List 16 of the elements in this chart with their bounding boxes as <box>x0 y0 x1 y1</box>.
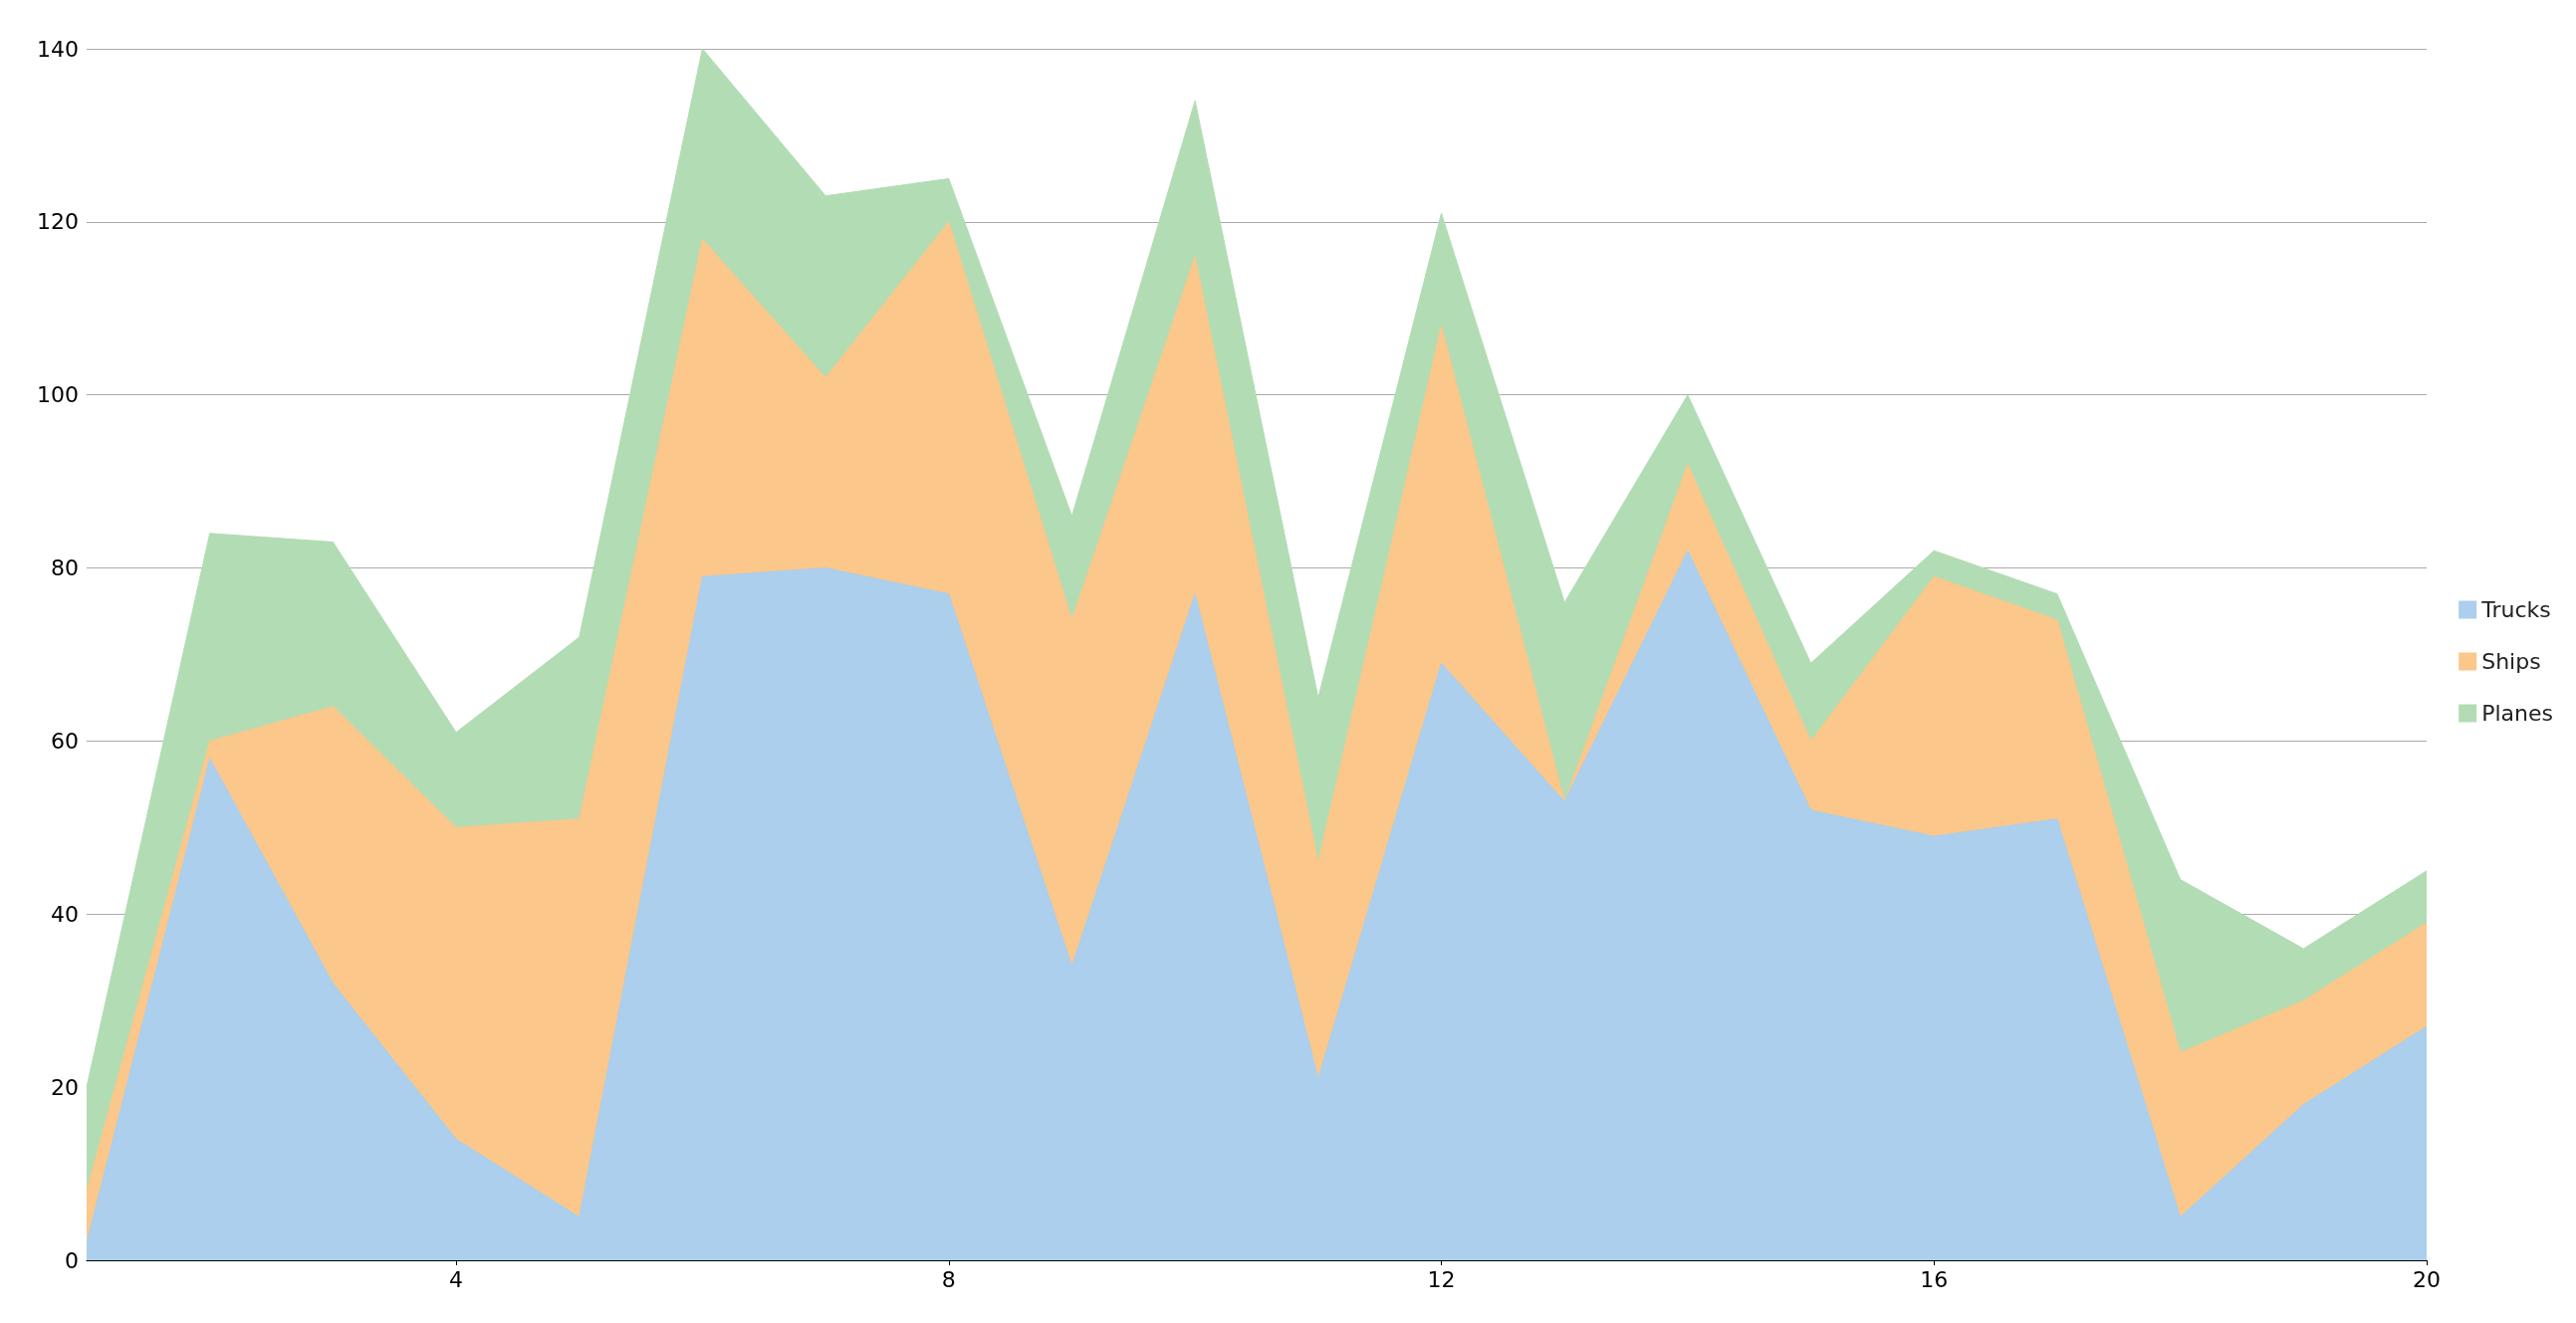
y-tick-label: 60 <box>51 728 79 754</box>
y-tick-label: 0 <box>65 1247 79 1273</box>
y-tick-label: 140 <box>37 36 79 62</box>
x-tick-label: 12 <box>1427 1266 1456 1292</box>
x-tick-label: 20 <box>2413 1266 2441 1292</box>
x-tick-label: 8 <box>941 1266 956 1292</box>
x-tick-label: 4 <box>449 1266 464 1292</box>
y-tick-label: 20 <box>51 1074 79 1100</box>
y-tick-label: 80 <box>51 555 79 581</box>
y-tick-label: 100 <box>37 382 79 408</box>
legend-label: Planes <box>2481 701 2554 726</box>
y-tick-label: 120 <box>37 209 79 235</box>
x-tick-label: 16 <box>1920 1266 1949 1292</box>
legend-label: Ships <box>2481 649 2541 674</box>
y-tick-label: 40 <box>51 901 79 927</box>
legend-label: Trucks <box>2480 597 2551 622</box>
